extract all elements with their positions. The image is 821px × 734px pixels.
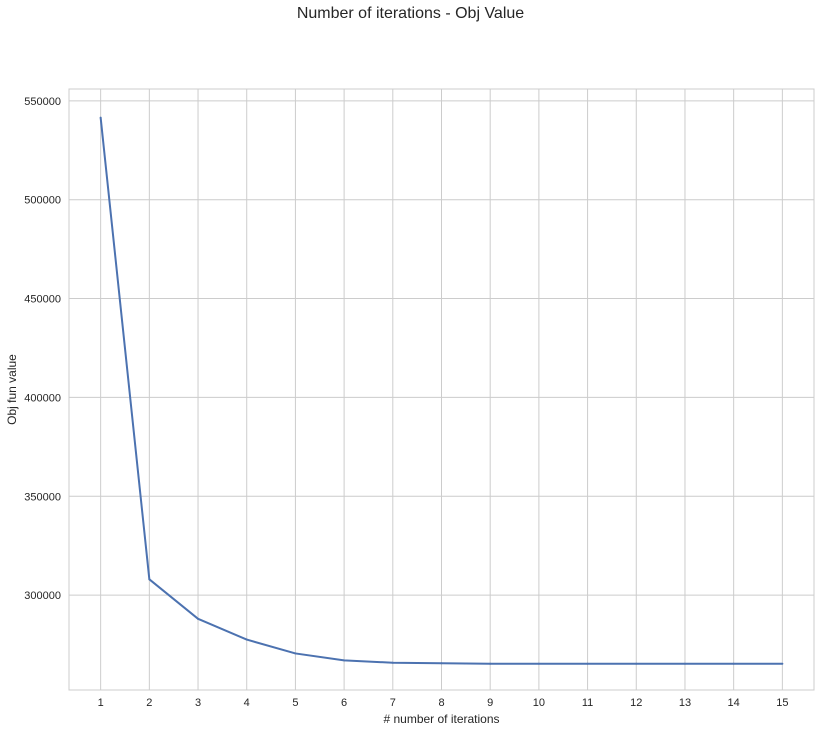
x-tick-label: 6 — [341, 697, 347, 709]
data-point — [245, 638, 248, 641]
x-tick-label: 5 — [292, 697, 298, 709]
x-tick-label: 7 — [390, 697, 396, 709]
y-tick-label: 400000 — [24, 392, 61, 404]
data-point — [99, 116, 102, 119]
x-tick-label: 12 — [630, 697, 642, 709]
y-tick-label: 350000 — [24, 491, 61, 503]
plot-frame — [68, 88, 815, 691]
y-tick-label: 550000 — [24, 96, 61, 108]
data-point — [391, 661, 394, 664]
data-point — [781, 662, 784, 665]
data-point — [489, 662, 492, 665]
y-axis-label: Obj fun value — [5, 354, 19, 425]
data-point — [294, 652, 297, 655]
data-point — [440, 662, 443, 665]
x-tick-label: 3 — [195, 697, 201, 709]
series-lines — [99, 116, 784, 665]
x-axis-ticks: 1 2 3 4 5 6 7 8 9 10 11 12 13 14 15 — [98, 697, 789, 709]
chart-title: Number of iterations - Obj Value — [296, 5, 525, 22]
data-point — [537, 662, 540, 665]
x-tick-label: 2 — [146, 697, 152, 709]
data-point — [635, 662, 638, 665]
x-tick-label: 4 — [244, 697, 250, 709]
x-tick-label: 1 — [98, 697, 104, 709]
data-point — [197, 617, 200, 620]
grid-lines — [69, 89, 814, 690]
x-tick-label: 10 — [533, 697, 545, 709]
y-tick-label: 450000 — [24, 294, 61, 306]
x-tick-label: 9 — [487, 697, 493, 709]
data-point — [683, 662, 686, 665]
data-point — [586, 662, 589, 665]
x-tick-label: 8 — [438, 697, 444, 709]
x-tick-label: 15 — [776, 697, 788, 709]
data-point — [148, 578, 151, 581]
y-tick-label: 300000 — [24, 590, 61, 602]
data-point — [732, 662, 735, 665]
y-tick-label: 500000 — [24, 195, 61, 207]
x-tick-label: 13 — [679, 697, 691, 709]
data-point — [343, 659, 346, 662]
x-axis-label: # number of iterations — [383, 712, 499, 726]
x-tick-label: 14 — [728, 697, 740, 709]
x-tick-label: 11 — [582, 697, 593, 709]
y-axis-ticks: 300000 350000 400000 450000 500000 550000 — [24, 96, 61, 602]
